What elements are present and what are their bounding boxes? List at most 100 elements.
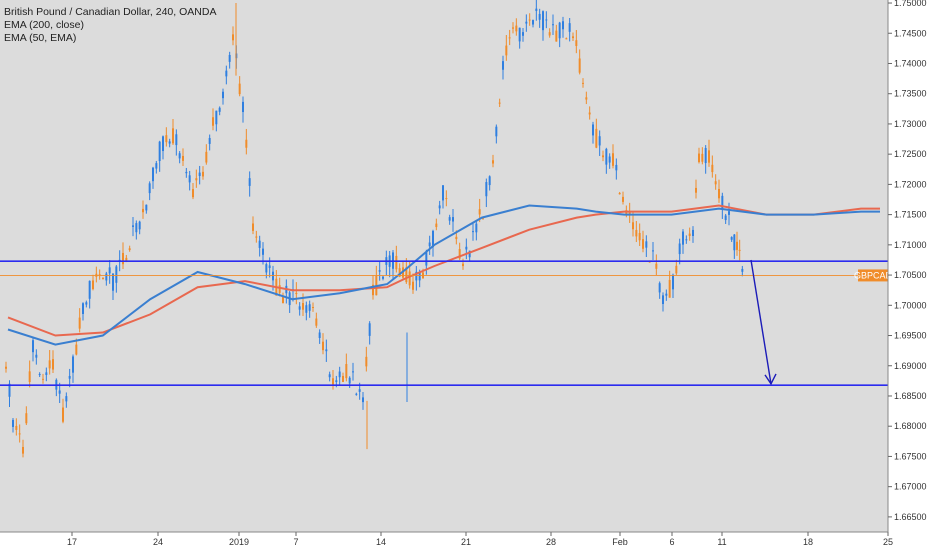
candle-body <box>335 380 338 383</box>
candle-body <box>515 25 518 32</box>
candle-body <box>708 150 710 163</box>
candle-body <box>38 374 41 376</box>
candle-body <box>468 250 471 258</box>
projection-arrow <box>750 259 772 384</box>
candle-body <box>305 305 308 313</box>
candle-body <box>692 229 694 236</box>
candle-body <box>382 276 384 279</box>
candle-body <box>175 134 178 146</box>
candle-body <box>372 284 374 296</box>
x-tick-label: 6 <box>669 537 674 547</box>
levels-layer: 1.707301.68678GBPCAD1.7049403:01:58 <box>0 255 932 392</box>
candle-body <box>675 265 678 274</box>
candle-body <box>638 232 641 241</box>
y-tick-label: 1.67000 <box>894 482 927 492</box>
y-tick-label: 1.73500 <box>894 89 927 99</box>
candle-body <box>248 178 251 186</box>
y-tick-label: 1.68500 <box>894 391 927 401</box>
candle-body <box>602 155 604 158</box>
candle-body <box>738 249 741 251</box>
candle-body <box>272 271 274 281</box>
candle-body <box>102 277 104 280</box>
candle-body <box>112 273 114 291</box>
candle-body <box>701 153 704 162</box>
candle-body <box>482 218 484 220</box>
candle-body <box>704 148 707 164</box>
candle-body <box>405 267 408 283</box>
y-tick-label: 1.66500 <box>894 512 927 522</box>
candle-body <box>218 107 221 112</box>
candle-body <box>62 407 64 422</box>
candle-body <box>58 390 61 394</box>
candle-body <box>148 183 151 194</box>
candle-body <box>238 83 241 95</box>
candle-body <box>585 97 588 100</box>
candle-body <box>522 32 524 36</box>
candle-body <box>35 354 38 358</box>
candle-body <box>365 356 368 367</box>
candle-body <box>308 304 311 311</box>
legend-title: British Pound / Canadian Dollar, 240, OA… <box>4 6 217 18</box>
y-tick-label: 1.70500 <box>894 270 927 280</box>
candle-body <box>252 223 254 231</box>
candle-body <box>512 27 514 29</box>
candle-body <box>465 246 468 250</box>
x-tick-label: Feb <box>612 537 628 547</box>
candle-body <box>592 124 594 136</box>
candle-body <box>395 255 398 270</box>
candle-body <box>428 242 431 247</box>
candle-body <box>728 211 730 215</box>
candle-body <box>332 378 334 385</box>
candle-body <box>658 283 661 293</box>
candle-body <box>5 366 7 369</box>
y-tick-label: 1.69500 <box>894 331 927 341</box>
candle-body <box>662 295 664 305</box>
candle-body <box>718 188 720 199</box>
y-tick-label: 1.68000 <box>894 421 927 431</box>
candle-body <box>225 70 228 77</box>
candle-body <box>578 58 581 73</box>
candle-body <box>22 446 24 454</box>
candle-body <box>135 223 138 233</box>
candle-body <box>408 271 411 286</box>
candle-body <box>368 323 371 336</box>
candle-body <box>215 110 218 125</box>
x-tick-label: 18 <box>803 537 813 547</box>
candle-body <box>555 30 558 42</box>
candle-body <box>255 236 258 238</box>
candle-body <box>648 261 651 263</box>
candle-body <box>398 268 401 277</box>
candle-body <box>498 102 501 104</box>
candle-body <box>508 37 511 39</box>
candle-body <box>495 126 498 137</box>
candle-body <box>85 302 88 305</box>
y-tick-label: 1.72500 <box>894 149 927 159</box>
y-tick-label: 1.74500 <box>894 28 927 38</box>
candle-body <box>415 271 418 281</box>
candle-body <box>128 248 131 251</box>
y-tick-label: 1.70000 <box>894 300 927 310</box>
candle-body <box>132 225 134 227</box>
candle-body <box>558 22 561 39</box>
candle-body <box>195 178 198 181</box>
candle-body <box>608 156 611 163</box>
candle-body <box>198 172 201 176</box>
candle-body <box>342 375 344 382</box>
candle-body <box>212 117 214 126</box>
candle-body <box>618 192 621 195</box>
y-tick-label: 1.71500 <box>894 210 927 220</box>
candle-body <box>322 341 324 351</box>
candle-body <box>502 61 504 70</box>
candle-body <box>295 292 298 295</box>
candles-layer <box>5 0 744 458</box>
candle-body <box>172 128 174 144</box>
candle-body <box>445 198 448 200</box>
candle-body <box>595 128 598 148</box>
candle-body <box>222 91 224 99</box>
candle-body <box>108 267 111 274</box>
candle-body <box>615 164 618 171</box>
candle-body <box>575 40 578 46</box>
y-tick-label: 1.74000 <box>894 58 927 68</box>
